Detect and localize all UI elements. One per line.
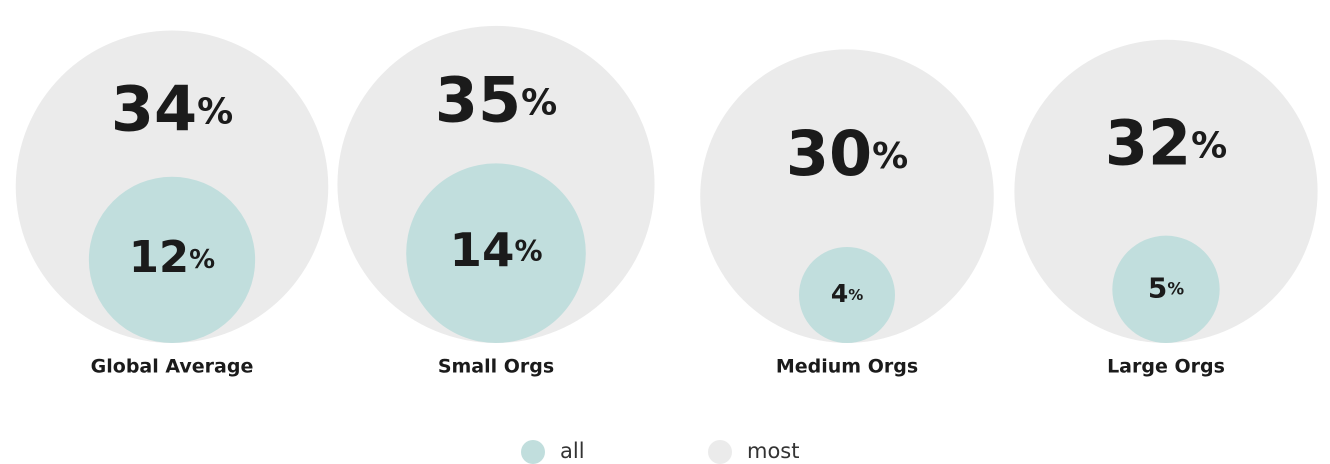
unit: %	[189, 244, 215, 274]
category-label: Medium Orgs	[776, 356, 918, 378]
value: 30	[786, 117, 872, 190]
legend-label: all	[560, 439, 585, 463]
inner-label: 12%	[129, 232, 215, 282]
inner-bubble	[799, 247, 895, 343]
outer-bubble	[1014, 39, 1318, 343]
inner-bubble	[88, 176, 256, 343]
value: 14	[449, 224, 514, 278]
inner-bubble	[406, 163, 586, 343]
unit: %	[1167, 278, 1184, 298]
inner-label: 4%	[831, 279, 863, 308]
legend-swatch	[521, 440, 545, 464]
category-label: Global Average	[91, 356, 254, 378]
outer-label: 35%	[435, 64, 557, 137]
inner-bubble	[1112, 235, 1220, 343]
unit: %	[514, 235, 542, 268]
category-label: Large Orgs	[1107, 356, 1225, 378]
value: 35	[435, 64, 521, 137]
outer-label: 34%	[111, 73, 233, 146]
value: 32	[1105, 107, 1191, 180]
inner-label: 5%	[1148, 271, 1184, 304]
unit: %	[872, 136, 908, 177]
legend-label: most	[747, 439, 799, 463]
unit: %	[848, 286, 863, 304]
outer-bubble	[700, 49, 994, 343]
unit: %	[1191, 126, 1227, 167]
value: 4	[831, 279, 848, 308]
value: 12	[129, 232, 189, 282]
category-label: Small Orgs	[438, 356, 554, 378]
unit: %	[197, 92, 233, 133]
value: 34	[111, 73, 197, 146]
legend-swatch	[708, 440, 732, 464]
inner-label: 14%	[449, 224, 542, 278]
unit: %	[521, 83, 557, 124]
outer-label: 30%	[786, 117, 908, 190]
value: 5	[1148, 271, 1167, 304]
outer-label: 32%	[1105, 107, 1227, 180]
